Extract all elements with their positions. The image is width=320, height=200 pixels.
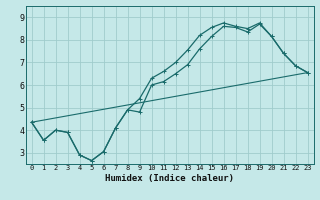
- X-axis label: Humidex (Indice chaleur): Humidex (Indice chaleur): [105, 174, 234, 183]
